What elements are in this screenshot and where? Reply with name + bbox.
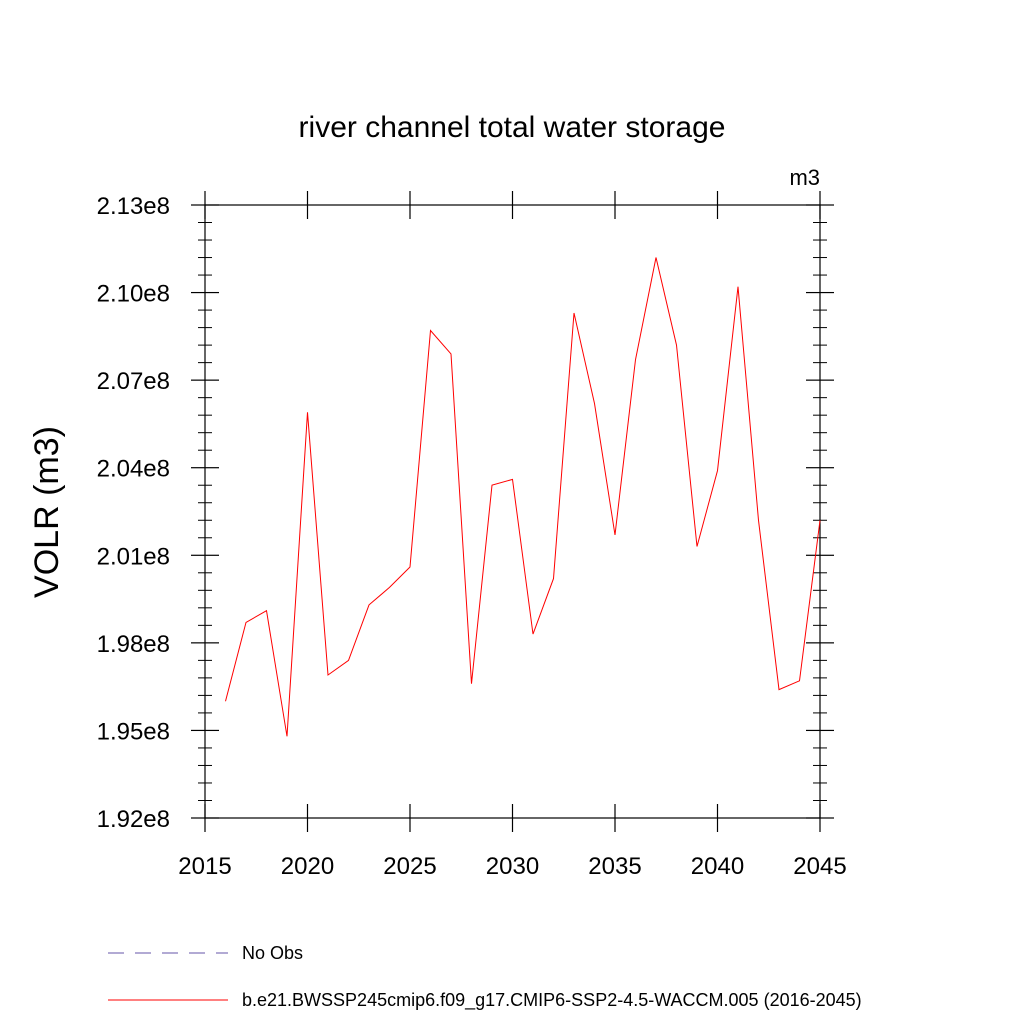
x-tick-label: 2015 [178, 853, 231, 880]
x-tick-label: 2040 [691, 853, 744, 880]
x-tick-label: 2025 [383, 853, 436, 880]
series-line [225, 257, 821, 737]
y-tick-label: 2.13e8 [97, 193, 170, 220]
y-axis-title: VOLR (m3) [28, 426, 66, 598]
y-tick-label: 1.95e8 [97, 718, 170, 745]
y-tick-label: 2.10e8 [97, 281, 170, 308]
series-layer [225, 257, 821, 737]
y-tick-label: 2.01e8 [97, 543, 170, 570]
legend-label: b.e21.BWSSP245cmip6.f09_g17.CMIP6-SSP2-4… [242, 990, 862, 1011]
x-tick-label: 2045 [793, 853, 846, 880]
x-tick-label: 2030 [486, 853, 539, 880]
chart-title: river channel total water storage [299, 111, 726, 144]
legend: No Obs b.e21.BWSSP245cmip6.f09_g17.CMIP6-… [108, 943, 862, 1011]
y-tick-label: 1.98e8 [97, 631, 170, 658]
legend-label: No Obs [242, 943, 303, 963]
x-tick-label: 2035 [588, 853, 641, 880]
plot-frame [204, 204, 821, 819]
y-tick-label: 1.92e8 [97, 806, 170, 833]
x-tick-label: 2020 [281, 853, 334, 880]
axis-ticks: 2015 2020 2025 2030 2035 2040 2045 1.92e8 1.95e8… [97, 191, 847, 880]
units-label: m3 [789, 165, 820, 190]
y-tick-label: 2.04e8 [97, 456, 170, 483]
y-tick-label: 2.07e8 [97, 368, 170, 395]
